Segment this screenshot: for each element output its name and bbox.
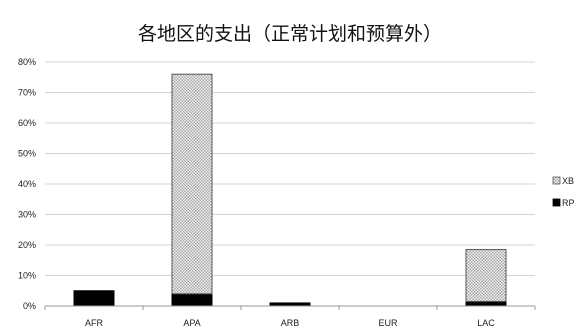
- legend-label-rp: RP: [562, 198, 575, 208]
- x-tick-label: APA: [183, 318, 200, 327]
- y-axis-ticks: 0% 10% 20% 30% 40% 50% 60% 70% 80%: [18, 57, 36, 311]
- x-tick-label: EUR: [378, 318, 398, 327]
- bar-afr-rp: [74, 291, 114, 306]
- x-tick-label: ARB: [281, 318, 300, 327]
- bar-lac-xb: [466, 250, 506, 302]
- y-tick-label: 10%: [18, 271, 36, 281]
- gridlines: [45, 62, 535, 276]
- legend-swatch-rp: [553, 199, 560, 206]
- legend-swatch-xb: [553, 177, 560, 184]
- y-tick-label: 80%: [18, 57, 36, 67]
- x-tick-label: AFR: [85, 318, 104, 327]
- bar-lac-rp: [466, 301, 506, 306]
- y-tick-label: 20%: [18, 240, 36, 250]
- y-tick-label: 40%: [18, 179, 36, 189]
- chart-title: 各地区的支出（正常计划和预算外）: [138, 23, 442, 45]
- y-tick-label: 50%: [18, 149, 36, 159]
- y-tick-label: 30%: [18, 210, 36, 220]
- y-tick-label: 70%: [18, 88, 36, 98]
- x-tick-label: LAC: [477, 318, 495, 327]
- x-axis-labels: AFR APA ARB EUR LAC: [85, 318, 495, 327]
- legend: XB RP: [553, 176, 575, 208]
- x-axis: [45, 306, 535, 310]
- y-tick-label: 0%: [23, 301, 36, 311]
- bar-apa-xb: [172, 74, 212, 294]
- y-tick-label: 60%: [18, 118, 36, 128]
- legend-label-xb: XB: [562, 176, 574, 186]
- bars: [74, 74, 506, 306]
- bar-apa-rp: [172, 294, 212, 306]
